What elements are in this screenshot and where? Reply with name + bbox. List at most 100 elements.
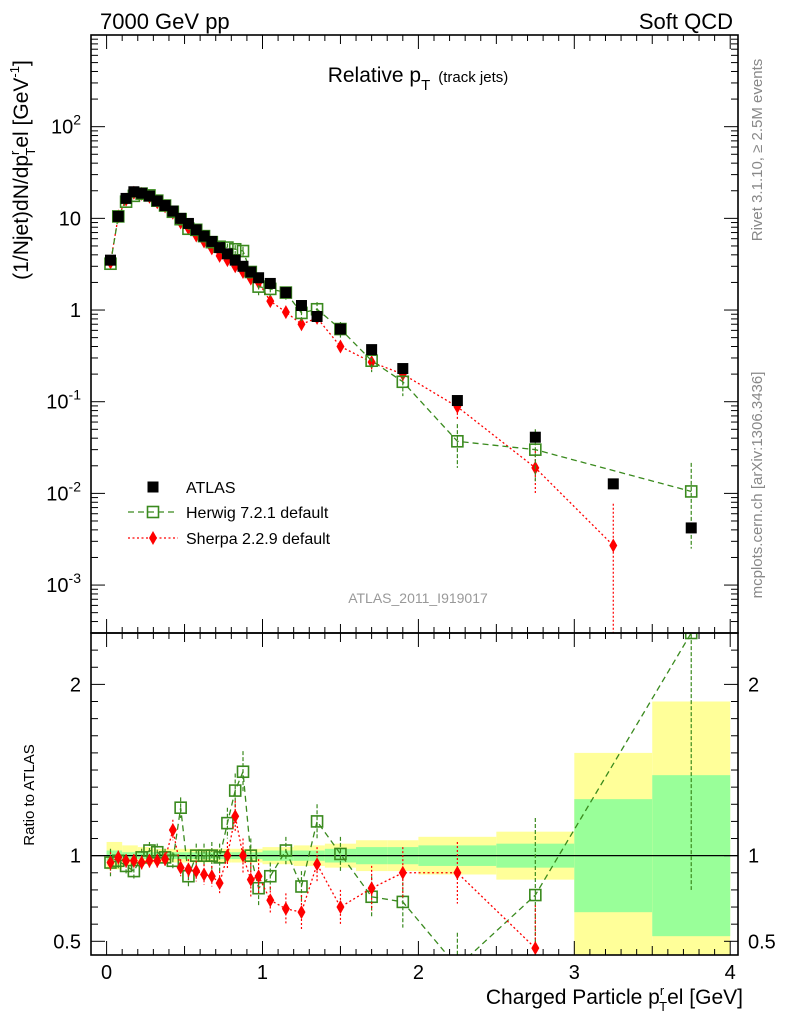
- atlas-point: [104, 254, 116, 266]
- atlas-point: [143, 190, 155, 202]
- ylabel-pre: (1/Njet)dN/dp: [10, 155, 33, 280]
- ylabel-post: el [GeV: [10, 78, 33, 148]
- ratio-y-tick-label: 2: [70, 674, 81, 696]
- sherpa-point: [336, 339, 345, 354]
- sherpa-ratio-point: [106, 855, 115, 870]
- sherpa-ratio-point: [161, 852, 170, 867]
- atlas-point: [237, 260, 249, 272]
- herwig-ratio-point: [236, 765, 250, 779]
- atlas-point: [112, 210, 124, 222]
- legend-marker: [146, 505, 160, 519]
- y-tick-exp: 2: [73, 112, 81, 128]
- y-tick-label: 10-1: [46, 387, 81, 414]
- xlabel-sup: r: [660, 983, 665, 998]
- atlas-point: [167, 205, 179, 217]
- y-axis-label: (1/Njet)dN/dprTel [GeV-1]: [7, 60, 38, 280]
- sherpa-ratio-point: [336, 900, 345, 915]
- y-tick-exp: -1: [69, 387, 82, 403]
- herwig-point: [236, 244, 250, 258]
- legend-label: Herwig 7.2.1 default: [186, 505, 329, 522]
- sherpa-ratio-point: [168, 822, 177, 837]
- header-right: Soft QCD: [639, 9, 733, 34]
- y-tick-exp: -2: [69, 478, 82, 494]
- watermark: ATLAS_2011_I919017: [348, 590, 488, 606]
- sherpa-ratio-point: [367, 881, 376, 896]
- sherpa-ratio-point: [184, 862, 193, 877]
- ratio-y-tick-label: 1: [70, 846, 81, 868]
- sherpa-ratio-point: [313, 857, 322, 872]
- atlas-point: [206, 235, 218, 247]
- sherpa-ratio-point: [129, 853, 138, 868]
- y-tick-exp: -3: [69, 570, 82, 586]
- atlas-point: [451, 395, 463, 407]
- atlas-point: [264, 277, 276, 289]
- atlas-point: [334, 323, 346, 335]
- y-tick-base: 10: [51, 117, 73, 139]
- herwig-ratio-point: [205, 849, 219, 862]
- sherpa-ratio-point: [176, 860, 185, 875]
- ratio-panel: 0 1 2 3 4 0.5 0.5 1 1 2 2: [53, 632, 776, 984]
- sherpa-ratio-line: [110, 816, 536, 949]
- title-sub: T: [421, 77, 430, 94]
- herwig-ratio-point: [228, 784, 242, 797]
- atlas-point: [198, 230, 210, 242]
- sherpa-point: [223, 253, 232, 268]
- sherpa-ratio-point: [122, 853, 131, 868]
- mcplots-label: mcplots.cern.ch [arXiv:1306.3436]: [749, 372, 766, 599]
- y-tick-label: 1: [70, 300, 81, 322]
- sherpa-ratio-point: [207, 869, 216, 884]
- legend: ATLAS Herwig 7.2.1 default Sherpa 2.2.9 de…: [128, 480, 331, 548]
- atlas-point: [397, 363, 409, 375]
- atlas-point: [685, 522, 697, 534]
- legend-marker: [149, 531, 157, 545]
- herwig-ratio-point: [263, 869, 277, 883]
- herwig-ratio-point: [310, 815, 324, 828]
- herwig-ratio-point: [334, 847, 347, 861]
- sherpa-ratio-point: [281, 901, 290, 916]
- rivet-label: Rivet 3.1.10, ≥ 2.5M events: [749, 59, 766, 242]
- y-tick-base: 1: [70, 300, 81, 322]
- sherpa-ratio-point: [398, 865, 407, 880]
- atlas-point: [607, 478, 619, 490]
- sherpa-ratio-point: [153, 853, 162, 868]
- atlas-point: [366, 344, 378, 356]
- y-tick-label: 10: [59, 208, 81, 230]
- atlas-point: [529, 431, 541, 443]
- herwig-ratio-line: [110, 633, 692, 955]
- xlabel-sub: T: [659, 999, 667, 1014]
- sherpa-ratio-point: [231, 809, 240, 824]
- ratio-y-tick-label-right: 2: [748, 674, 759, 696]
- atlas-point: [229, 254, 241, 266]
- herwig-ratio-point: [529, 888, 542, 902]
- ratio-y-label: Ratio to ATLAS: [21, 744, 38, 845]
- sherpa-ratio-point: [297, 905, 306, 920]
- ylabel-sup: r: [7, 150, 22, 155]
- xlabel-pre: Charged Particle p: [486, 986, 660, 1009]
- ratio-frame: [90, 632, 739, 956]
- sherpa-ratio-point: [137, 855, 146, 870]
- title-main: Relative p: [328, 64, 421, 87]
- legend-label: ATLAS: [186, 480, 236, 497]
- sherpa-point: [266, 294, 275, 309]
- sherpa-point: [281, 305, 290, 320]
- sherpa-ratio-point: [114, 850, 123, 865]
- herwig-ratio-point: [174, 801, 187, 815]
- atlas-point: [214, 242, 226, 254]
- sherpa-point: [609, 538, 618, 553]
- ylabel-end: ]: [10, 60, 33, 66]
- atlas-point: [253, 272, 265, 284]
- ylabel-unit-sup: -1: [7, 66, 22, 78]
- sherpa-ratio-point: [239, 848, 248, 863]
- atlas-point: [221, 248, 233, 260]
- title-note: (track jets): [438, 69, 508, 86]
- y-tick-label: 10-2: [46, 478, 81, 505]
- sherpa-ratio-point: [246, 872, 255, 887]
- herwig-point: [365, 354, 378, 368]
- herwig-ratio-point: [295, 880, 308, 893]
- herwig-ratio-point: [684, 633, 698, 640]
- atlas-point: [190, 224, 202, 236]
- herwig-ratio-point: [221, 816, 234, 830]
- sherpa-ratio-point: [200, 867, 209, 882]
- herwig-point: [451, 434, 464, 448]
